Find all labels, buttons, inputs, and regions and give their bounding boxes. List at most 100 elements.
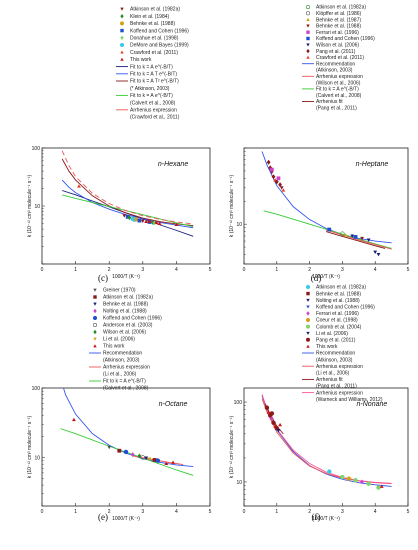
legend-label-10: Recommendation [316, 351, 355, 357]
fit-curve-2 [61, 158, 194, 227]
data-point-0 [266, 159, 271, 165]
legend-label-8: Crawford et al. (2011) [316, 55, 364, 61]
panel-letter: (c) [98, 273, 108, 283]
y-axis-label: k (10⁻¹² cm³ molecule⁻¹ s⁻¹) [27, 174, 33, 237]
legend-label-7: This work [130, 57, 152, 63]
legend-marker-2 [93, 302, 97, 306]
legend-marker-6 [305, 324, 310, 329]
legend-label-7: Li et al. (2006) [103, 337, 135, 343]
data-point-9 [155, 458, 161, 463]
x-tick-label-4: 4 [175, 267, 178, 273]
x-tick-label-2: 2 [308, 267, 311, 273]
data-point-13 [154, 220, 159, 224]
data-point-9 [281, 188, 286, 192]
plot-frame [243, 387, 409, 507]
data-point-1 [117, 448, 122, 453]
x-tick-label-2: 2 [308, 509, 311, 515]
legend-label-2: Nolting et al. (1988) [316, 298, 360, 304]
data-point-17 [379, 484, 384, 488]
legend-label-11: Fit to k = A e^(-B/T) [103, 379, 146, 385]
x-tick-label-4: 4 [175, 509, 178, 515]
data-point-19 [376, 252, 381, 257]
x-tick-label-5: 5 [209, 267, 212, 273]
panel-letter: (f) [312, 512, 321, 522]
legend-note-9: (Atkinson, 2003) [103, 358, 140, 364]
legend-marker-1 [120, 13, 124, 19]
data-point-10 [171, 460, 175, 464]
legend-label-7: Pang et al. (2011) [316, 49, 356, 55]
legend-note-10: (Atkinson, 2003) [316, 357, 353, 363]
x-tick-label-5: 5 [407, 509, 410, 515]
data-point-3 [130, 452, 135, 458]
legend-label-3: Nolting et al. (1988) [103, 309, 147, 315]
legend-label-0: Atkinson et al. (1982a) [316, 285, 366, 291]
data-point-13 [353, 478, 358, 483]
legend-label-5: Anderson et al. (2003) [103, 323, 153, 329]
x-axis-label: 1000/T (K⁻¹) [112, 516, 140, 522]
chart-panel-1: Atkinson et al. (1982a)Klöpffer et al. (… [229, 5, 410, 283]
legend-label-1: Atkinson et al. (1982a) [103, 295, 153, 301]
legend-label-7: Li et al. (2006) [316, 331, 348, 337]
data-point-4 [271, 420, 276, 426]
legend-label-5: DeMore and Bayes (1999) [130, 43, 189, 49]
data-point-2 [125, 214, 130, 219]
legend-note-12: (Pang et al., 2011) [316, 106, 357, 112]
legend-marker-7 [120, 57, 124, 61]
data-point-3 [271, 174, 276, 180]
legend-label-4: Koffend and Cohen (1996) [103, 316, 162, 322]
legend-marker-4 [93, 315, 98, 320]
legend-label-1: Klein et al. (1984) [130, 14, 170, 20]
legend-note-12: (Crawford et al., 2011) [130, 115, 180, 121]
legend-marker-1 [305, 11, 310, 16]
plot-area [61, 150, 194, 237]
legend-label-11: Arrhenius expression [316, 364, 363, 370]
data-point-14 [157, 221, 162, 225]
x-axis-label: 1000/T (K⁻¹) [112, 274, 140, 280]
data-point-11 [340, 474, 345, 480]
data-point-15 [174, 222, 179, 227]
legend-marker-2 [306, 298, 310, 302]
data-point-17 [366, 238, 371, 242]
data-point-12 [152, 220, 157, 226]
panel-letter: (e) [98, 512, 108, 522]
chart-panel-0: Atkinson et al. (1982a)Klein et al. (198… [27, 7, 212, 283]
data-point-9 [269, 411, 275, 416]
legend-label-11: Fit to k = A e^(-B/T) [130, 93, 173, 99]
legend-label-12: Arrhenius expression [130, 108, 177, 114]
legend-marker-1 [93, 295, 97, 299]
data-point-2 [123, 449, 129, 455]
legend-marker-5 [305, 317, 310, 322]
x-axis-label: 1000/T (K⁻¹) [312, 516, 340, 522]
data-point-5 [274, 179, 279, 185]
legend-marker-0 [305, 284, 310, 289]
plot-frame [243, 147, 409, 265]
legend-label-10: Fit to k = A T² e^(-B/T) [130, 79, 179, 85]
legend-marker-5 [306, 36, 310, 41]
legend-marker-3 [93, 308, 97, 314]
legend-marker-5 [93, 322, 98, 327]
x-tick-label-5: 5 [209, 509, 212, 515]
data-point-12 [340, 231, 345, 236]
legend-label-0: Atkinson et al. (1982a) [316, 5, 366, 11]
data-point-15 [353, 235, 358, 239]
legend-marker-4 [306, 30, 310, 34]
legend-label-1: Behnke et al. (1988) [316, 291, 361, 297]
legend-note-10: (Li et al., 2006) [103, 372, 137, 378]
data-point-8 [152, 458, 157, 462]
legend-label-5: Coeur et al. (1998) [316, 318, 358, 324]
legend-marker-7 [93, 337, 97, 341]
data-point-10 [269, 167, 274, 172]
legend-note-10: (* Atkinson, 2003) [130, 86, 170, 92]
legend-label-11: Fit to k = A e^(-B/T) [316, 87, 359, 93]
data-point-7 [278, 182, 282, 188]
x-tick-label-1: 1 [74, 509, 77, 515]
y-tick-label-1: 100 [234, 400, 243, 406]
legend-label-6: Colomb et al. (2004) [316, 324, 362, 330]
legend-marker-8 [306, 55, 310, 59]
data-point-16 [130, 216, 135, 222]
data-point-12 [346, 476, 352, 481]
data-point-11 [164, 461, 169, 465]
legend-label-6: Crawford et al. (2011) [130, 50, 178, 56]
legend-label-3: Koffend and Cohen (1996) [316, 305, 375, 311]
panel-letter: (d) [311, 273, 322, 283]
